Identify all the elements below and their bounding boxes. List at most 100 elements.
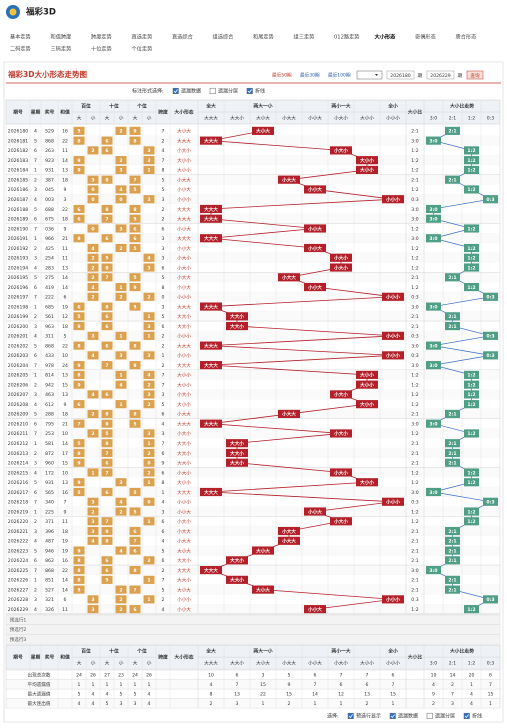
nav-link[interactable]: 二码走势: [10, 45, 31, 53]
ratio: 1:2: [411, 373, 418, 379]
weekday: 2: [34, 246, 37, 252]
nav-link[interactable]: 基本走势: [10, 33, 31, 41]
ratio-cell: [445, 448, 460, 458]
ratio-mark: 3:0: [429, 138, 437, 144]
nav-link[interactable]: 和值跨度: [51, 33, 72, 41]
digit-cell: [73, 204, 85, 214]
column-sub: 大: [77, 115, 82, 122]
nav-link[interactable]: 质合形态: [456, 33, 477, 41]
row-background: [6, 301, 500, 312]
shape-mark: 大大小: [230, 313, 244, 320]
nav-link[interactable]: 直选综合: [172, 33, 194, 41]
shape-cell: [382, 595, 404, 604]
digit: 0: [147, 500, 150, 506]
checkbox[interactable]: [426, 712, 433, 719]
digit-cell: [129, 175, 141, 184]
ratio-mark: 1:2: [467, 431, 475, 437]
option-text[interactable]: 遗漏分层: [435, 713, 455, 720]
option-text[interactable]: 折线: [472, 713, 482, 720]
checkbox[interactable]: [347, 712, 354, 719]
option-text[interactable]: 折线: [255, 88, 265, 95]
ratio-mark: 1:2: [467, 402, 475, 408]
option-text[interactable]: 遗漏分层: [218, 88, 238, 95]
issue: 2026221: [8, 529, 29, 535]
option-text[interactable]: 遗漏数据: [398, 713, 418, 720]
checkbox[interactable]: [246, 87, 253, 94]
draw-number: 581: [45, 441, 54, 447]
ratio-mark: 2:1: [448, 324, 456, 330]
column-sub: 1:2: [468, 116, 475, 122]
ratio-cell: [483, 195, 498, 204]
ratio-cell: [464, 390, 479, 399]
shape-mark: 小小大: [308, 225, 322, 232]
shape-mark: 小大大: [282, 538, 296, 545]
digit-cell: [129, 409, 141, 418]
stats-value: 23: [118, 673, 124, 679]
sum: 24: [62, 363, 68, 369]
nav-link[interactable]: 组三走势: [294, 33, 315, 41]
ratio: 3:0: [411, 304, 418, 310]
quick-link[interactable]: 最近50期: [272, 72, 292, 79]
checkbox[interactable]: [209, 87, 216, 94]
digit-cell: [129, 273, 141, 282]
digit: 3: [91, 529, 94, 535]
option-text[interactable]: 遗漏数据: [181, 88, 201, 95]
shape: 大大大: [177, 362, 191, 369]
issue: 2026203: [8, 353, 29, 359]
stats-value: 7: [366, 673, 369, 679]
nav-link[interactable]: 跨度走势: [91, 33, 112, 41]
quick-link[interactable]: 最近100期: [328, 72, 351, 79]
digit: 4: [91, 539, 94, 545]
digit: 1: [147, 597, 150, 603]
checkbox[interactable]: [172, 87, 179, 94]
nav-link[interactable]: 直选走势: [132, 33, 153, 41]
column-header: 期号: [12, 654, 23, 661]
draw-number: 326: [45, 607, 54, 613]
column-sub: 大小小: [360, 115, 374, 122]
nav-link[interactable]: 奇偶形态: [415, 33, 436, 41]
digit-cell: [143, 195, 155, 204]
draw-number: 931: [45, 480, 54, 486]
shape-mark: 大小大: [256, 128, 270, 135]
digit-cell: [143, 390, 155, 399]
digit: 9: [77, 168, 80, 174]
query-button[interactable]: [466, 70, 484, 80]
digit: 1: [119, 402, 122, 408]
option-text[interactable]: 预选行显示: [356, 713, 381, 720]
digit: 2: [147, 382, 150, 388]
row-background: [6, 204, 500, 214]
ratio-cell: [445, 175, 460, 184]
checkbox[interactable]: [463, 712, 470, 719]
nav-link[interactable]: 三码走势: [51, 45, 72, 53]
stats-value: 6: [340, 682, 343, 688]
option-label: 选择:: [327, 713, 339, 720]
digit-cell: [101, 175, 113, 184]
span: 4: [162, 421, 165, 427]
weekday: 5: [34, 412, 37, 418]
digit-cell: [73, 361, 85, 370]
row-background: [6, 487, 500, 497]
query-text[interactable]: 查询: [470, 72, 480, 79]
nav-link[interactable]: 大小形态: [375, 33, 397, 41]
nav-link[interactable]: 十位走势: [91, 45, 112, 53]
issue: 2026190: [8, 226, 29, 232]
checkbox[interactable]: [389, 712, 396, 719]
digit: 8: [133, 138, 136, 144]
quick-link[interactable]: 最近30期: [300, 72, 320, 79]
nav-link[interactable]: 012路走势: [334, 33, 359, 41]
digit-cell: [143, 322, 155, 331]
issue: 2026200: [8, 324, 29, 330]
ratio-mark: 2:1: [448, 275, 456, 281]
nav-link[interactable]: 和尾走势: [253, 33, 274, 41]
nav-link[interactable]: 组选综合: [213, 33, 235, 41]
stats-value: 1: [340, 701, 343, 707]
nav-link[interactable]: 个位走势: [132, 45, 153, 53]
span: 1: [162, 490, 165, 496]
digit-cell: [129, 302, 141, 311]
stats-value: 1: [92, 682, 95, 688]
span: 3: [162, 392, 165, 398]
shape-cell: [226, 439, 248, 448]
stats-value: 5: [78, 692, 81, 698]
span: 6: [162, 324, 165, 330]
draw-number: 868: [45, 343, 54, 349]
